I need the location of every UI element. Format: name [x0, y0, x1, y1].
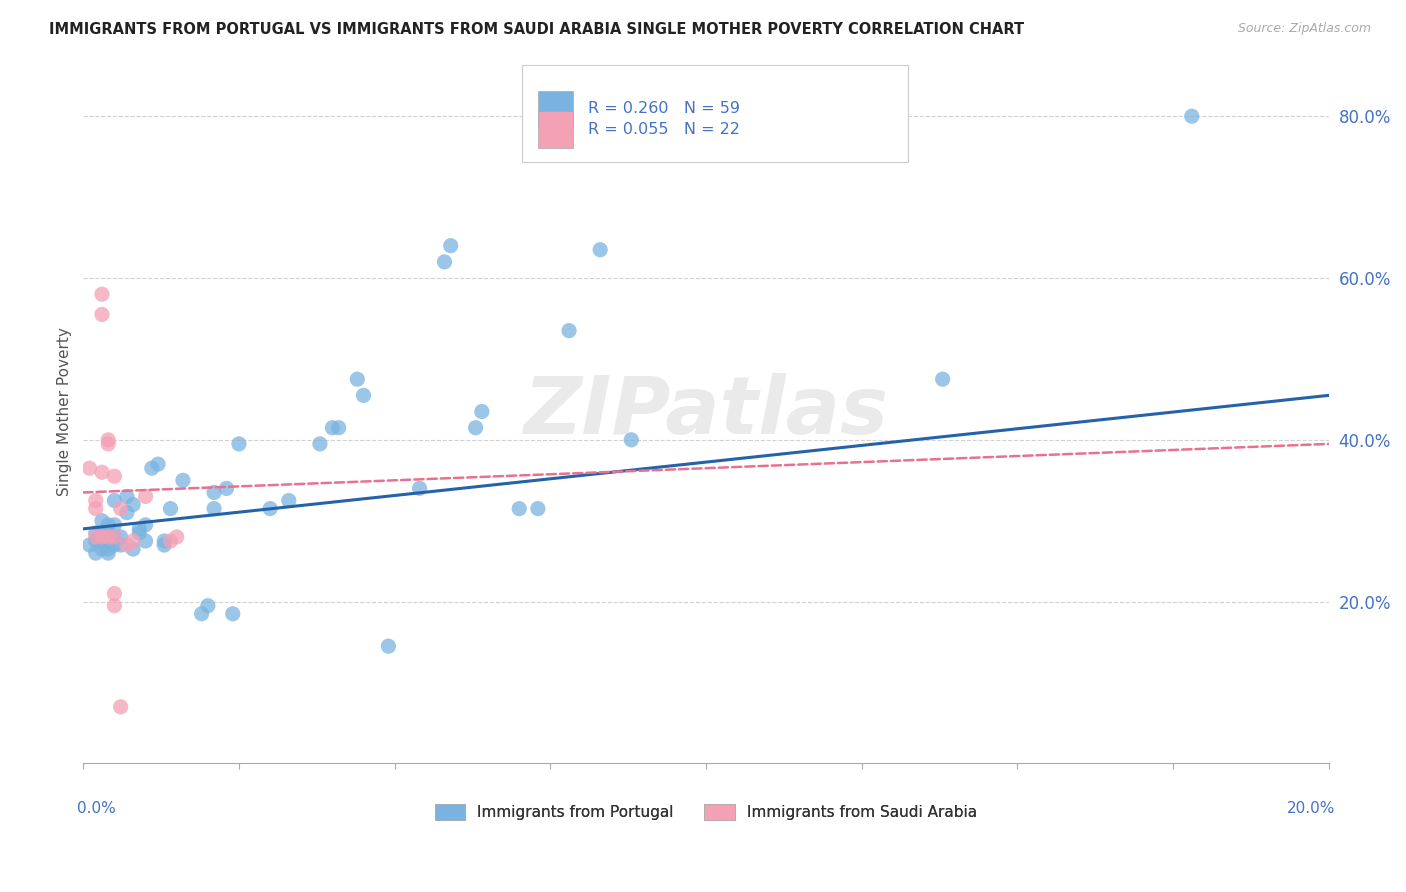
Point: [190, 607, 212, 621]
Text: 20.0%: 20.0%: [1286, 801, 1336, 816]
Point: [135, 490, 157, 504]
Point: [172, 473, 194, 487]
Point: [97, 525, 120, 540]
Y-axis label: Single Mother Poverty: Single Mother Poverty: [58, 327, 72, 496]
Legend: Immigrants from Portugal, Immigrants from Saudi Arabia: Immigrants from Portugal, Immigrants fro…: [429, 798, 984, 826]
Point: [79, 538, 101, 552]
Point: [159, 501, 181, 516]
Text: R = 0.055   N = 22: R = 0.055 N = 22: [588, 122, 740, 136]
Point: [91, 465, 114, 479]
Point: [377, 639, 399, 653]
Point: [91, 533, 114, 548]
Point: [97, 546, 120, 560]
Point: [91, 530, 114, 544]
Point: [122, 533, 145, 548]
Point: [84, 525, 107, 540]
Point: [277, 493, 299, 508]
Point: [110, 530, 132, 544]
Text: 0.0%: 0.0%: [77, 801, 115, 816]
Point: [84, 546, 107, 560]
Point: [103, 530, 125, 544]
Point: [202, 501, 225, 516]
Point: [135, 533, 157, 548]
Point: [103, 493, 125, 508]
Point: [931, 372, 953, 386]
Point: [197, 599, 219, 613]
Point: [84, 501, 107, 516]
Point: [408, 482, 430, 496]
Point: [115, 490, 138, 504]
Point: [433, 255, 456, 269]
Point: [141, 461, 163, 475]
Point: [471, 404, 494, 418]
Point: [122, 542, 145, 557]
Point: [103, 469, 125, 483]
Point: [346, 372, 368, 386]
Point: [222, 607, 245, 621]
Point: [508, 501, 530, 516]
Point: [103, 517, 125, 532]
Point: [91, 542, 114, 557]
Point: [620, 433, 643, 447]
Text: Source: ZipAtlas.com: Source: ZipAtlas.com: [1237, 22, 1371, 36]
Point: [79, 461, 101, 475]
FancyBboxPatch shape: [522, 65, 908, 161]
Point: [115, 506, 138, 520]
Point: [115, 538, 138, 552]
Point: [97, 517, 120, 532]
Point: [1181, 109, 1204, 123]
Point: [110, 501, 132, 516]
Point: [103, 538, 125, 552]
Point: [128, 525, 150, 540]
Point: [122, 498, 145, 512]
Point: [202, 485, 225, 500]
Point: [84, 493, 107, 508]
Point: [97, 437, 120, 451]
Point: [97, 542, 120, 557]
Point: [128, 522, 150, 536]
Point: [110, 699, 132, 714]
Point: [464, 421, 486, 435]
Point: [228, 437, 250, 451]
Point: [440, 238, 463, 252]
Point: [84, 530, 107, 544]
Point: [91, 525, 114, 540]
Point: [91, 514, 114, 528]
Point: [146, 457, 169, 471]
Point: [103, 599, 125, 613]
Point: [84, 533, 107, 548]
FancyBboxPatch shape: [538, 111, 572, 147]
Point: [153, 538, 176, 552]
Point: [328, 421, 350, 435]
Point: [353, 388, 375, 402]
Point: [215, 482, 238, 496]
Point: [159, 533, 181, 548]
Point: [135, 517, 157, 532]
Text: IMMIGRANTS FROM PORTUGAL VS IMMIGRANTS FROM SAUDI ARABIA SINGLE MOTHER POVERTY C: IMMIGRANTS FROM PORTUGAL VS IMMIGRANTS F…: [49, 22, 1025, 37]
Point: [321, 421, 343, 435]
Point: [259, 501, 281, 516]
Point: [153, 533, 176, 548]
Point: [309, 437, 332, 451]
Point: [166, 530, 188, 544]
Point: [97, 530, 120, 544]
Point: [91, 287, 114, 301]
Text: R = 0.260   N = 59: R = 0.260 N = 59: [588, 101, 740, 116]
Point: [103, 586, 125, 600]
Point: [97, 433, 120, 447]
Point: [110, 538, 132, 552]
Point: [103, 530, 125, 544]
Point: [558, 324, 581, 338]
Point: [589, 243, 612, 257]
Point: [91, 308, 114, 322]
Text: ZIPatlas: ZIPatlas: [523, 373, 889, 450]
FancyBboxPatch shape: [538, 91, 572, 128]
Point: [527, 501, 550, 516]
